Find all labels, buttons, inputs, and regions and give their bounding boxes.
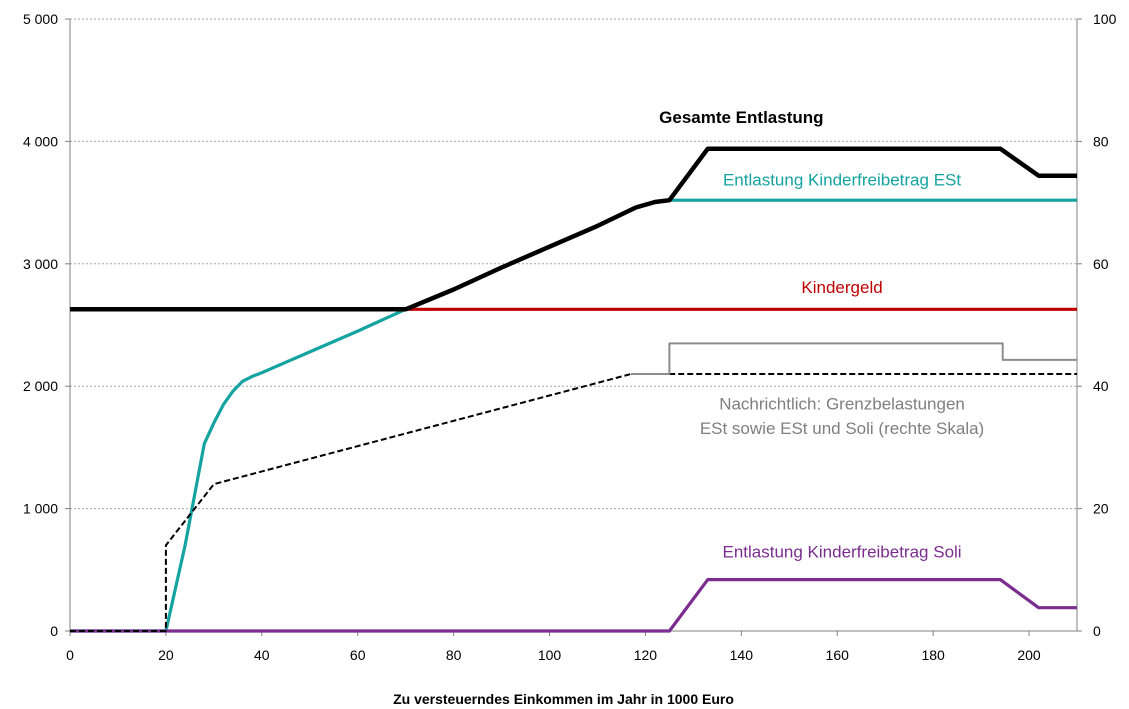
annotation: Entlastung Kinderfreibetrag Soli xyxy=(722,543,961,562)
annotation: Entlastung Kinderfreibetrag ESt xyxy=(723,170,961,189)
series-line-grenzbelastung_est_soli xyxy=(631,342,1077,375)
x-tick-label: 160 xyxy=(826,647,850,663)
annotation: Gesamte Entlastung xyxy=(659,108,823,127)
y-tick-label-left: 0 xyxy=(50,623,58,639)
x-tick-label: 40 xyxy=(254,647,270,663)
x-tick-label: 80 xyxy=(446,647,462,663)
y-tick-label-left: 4 000 xyxy=(23,133,58,149)
annotation: Kindergeld xyxy=(801,278,882,297)
y-tick-label-right: 60 xyxy=(1093,256,1109,272)
y-tick-label-left: 3 000 xyxy=(23,256,58,272)
annotations: Gesamte Entlastung Entlastung Kinderfreib… xyxy=(659,108,984,562)
x-tick-label: 60 xyxy=(350,647,366,663)
y-tick-label-right: 0 xyxy=(1093,623,1101,639)
tick-labels: 0 1 000 2 000 3 000 4 000 5 000 0 20 40 60 80 100 0 2… xyxy=(23,11,1117,663)
series-line-entlastung_est xyxy=(70,198,1077,633)
x-tick-label: 120 xyxy=(634,647,658,663)
x-tick-label: 100 xyxy=(538,647,562,663)
series-lines xyxy=(70,146,1077,633)
y-tick-label-left: 5 000 xyxy=(23,11,58,27)
y-tick-label-right: 20 xyxy=(1093,501,1109,517)
y-tick-label-right: 100 xyxy=(1093,11,1117,27)
x-tick-label: 140 xyxy=(730,647,754,663)
x-tick-label: 180 xyxy=(921,647,945,663)
series-line-grenzbelastung_est xyxy=(70,373,1077,632)
series-line-gesamte_entlastung xyxy=(70,146,1077,312)
y-tick-label-left: 1 000 xyxy=(23,501,58,517)
x-tick-label: 20 xyxy=(158,647,174,663)
y-tick-label-right: 40 xyxy=(1093,378,1109,394)
y-tick-label-right: 80 xyxy=(1093,133,1109,149)
x-axis-title: Zu versteuerndes Einkommen im Jahr in 10… xyxy=(393,691,734,707)
series-line-entlastung_soli xyxy=(70,578,1077,633)
x-tick-label: 0 xyxy=(66,647,74,663)
x-tick-label: 200 xyxy=(1017,647,1041,663)
y-tick-label-left: 2 000 xyxy=(23,378,58,394)
annotation: ESt sowie ESt und Soli (rechte Skala) xyxy=(700,419,984,438)
annotation: Nachrichtlich: Grenzbelastungen xyxy=(719,394,965,413)
